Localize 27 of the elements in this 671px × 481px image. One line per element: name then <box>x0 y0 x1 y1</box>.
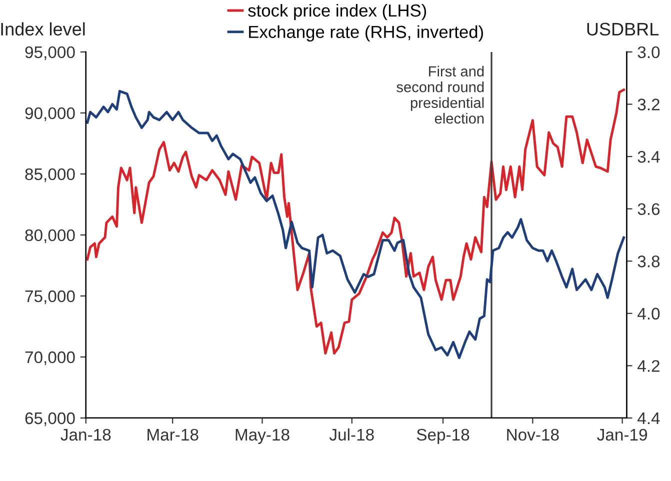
y2-tick-label: 3.4 <box>638 150 660 163</box>
y2-axis-title: USDBRL <box>587 22 659 36</box>
y-tick-label: 75,000 <box>25 290 75 304</box>
y2-tick-label: 3.2 <box>638 98 660 110</box>
y-tick-label: 65,000 <box>25 412 75 426</box>
x-tick-label: Jul-18 <box>329 428 374 441</box>
x-tick-label: Jan-19 <box>597 428 647 441</box>
y2-tick-label: 4.2 <box>638 360 660 372</box>
y2-tick-label: 3.0 <box>638 46 660 58</box>
y-tick-label: 90,000 <box>25 107 75 122</box>
x-tick-label: Nov-18 <box>507 428 559 441</box>
y2-tick-label: 3.6 <box>638 203 660 216</box>
legend-label: Exchange rate (RHS, inverted) <box>249 25 483 42</box>
ref-line-label: First and second round presidential election <box>396 66 484 124</box>
legend-label: stock price index (LHS) <box>248 4 426 20</box>
y-tick-label: 85,000 <box>25 168 75 182</box>
x-tick-label: Jan-18 <box>60 428 111 441</box>
y2-tick-label: 4.0 <box>638 308 660 320</box>
x-tick-label: Mar-18 <box>148 428 198 441</box>
x-tick-label: Sep-18 <box>416 428 470 444</box>
y-tick-label: 95,000 <box>25 46 75 60</box>
x-tick-label: May-18 <box>236 428 290 444</box>
y2-tick-label: 3.8 <box>638 256 660 268</box>
y2-tick-label: 4.4 <box>638 412 660 424</box>
y-tick-label: 80,000 <box>25 229 75 244</box>
y-tick-label: 70,000 <box>25 351 75 366</box>
y-axis-title: Index level <box>1 22 85 36</box>
